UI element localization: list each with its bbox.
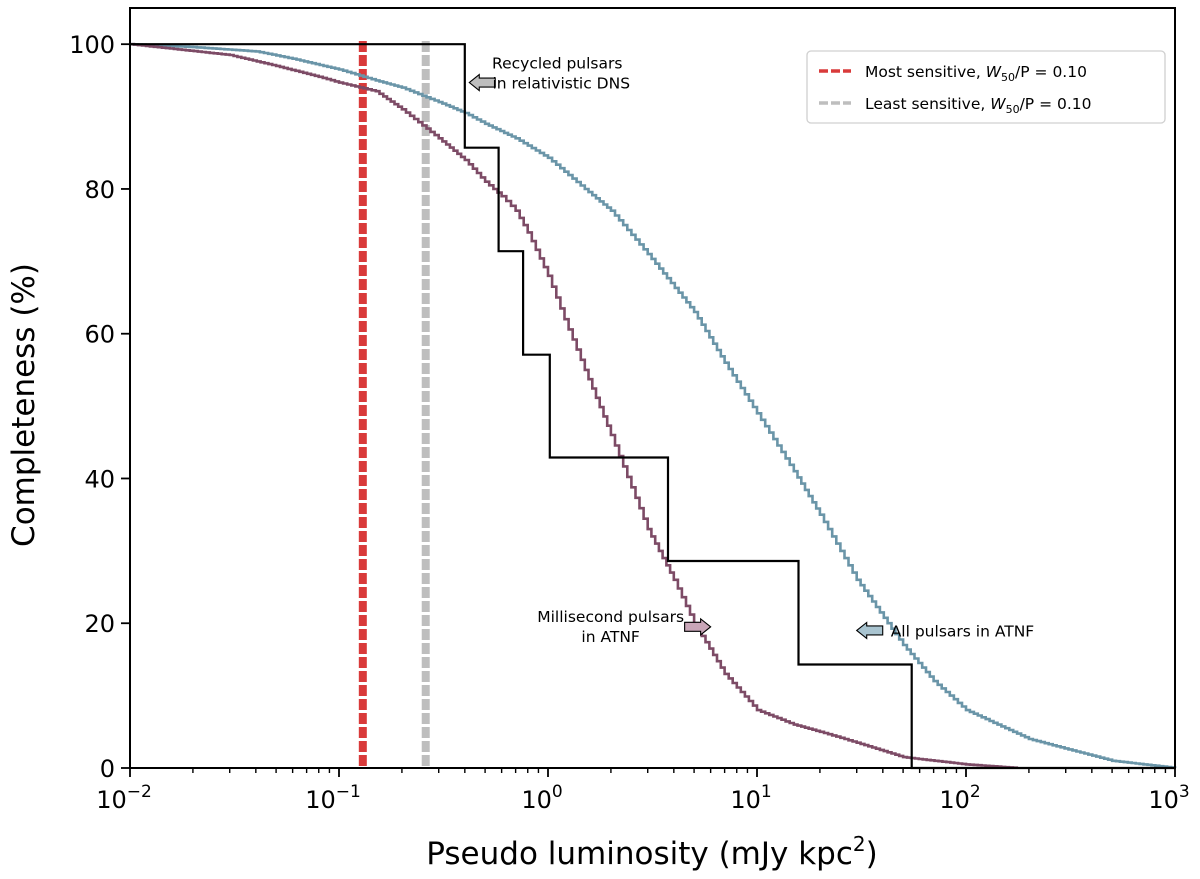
x-tick-label: 103 (1148, 782, 1189, 814)
x-tick-label: 102 (939, 782, 980, 814)
y-tick-label: 20 (84, 610, 115, 638)
annotation-text: Recycled pulsars (492, 55, 622, 73)
y-axis: 0 20 40 60 80 100 (69, 31, 130, 783)
annotation-arrow-millisecond-pulsars (684, 617, 712, 637)
y-tick-label: 40 (84, 465, 115, 493)
legend: Most sensitive, W50/P = 0.10 Least sensit… (806, 50, 1166, 124)
plot-frame (129, 7, 1176, 769)
annotations: Recycled pulsars in relativistic DNS Milli… (468, 55, 1035, 646)
series-all-pulsars-in-atnf (130, 42, 1177, 769)
annotation-text: in relativistic DNS (492, 75, 630, 93)
series-lines (130, 42, 1177, 770)
annotation-arrow-recycled-pulsars (468, 73, 496, 92)
y-tick-label: 60 (84, 321, 115, 349)
x-tick-label: 10−2 (96, 782, 152, 814)
y-axis-title: Completeness (%) (6, 263, 42, 547)
sensitivity-lines (358, 41, 430, 768)
series-millisecond-pulsars-in-atnf (130, 42, 1019, 769)
x-axis: 10−2 10−1 100 101 102 103 (96, 768, 1190, 814)
axes-frame (129, 7, 1176, 769)
x-tick-label: 10−1 (305, 782, 361, 814)
plot-background (130, 8, 1175, 768)
legend-box (806, 50, 1166, 124)
y-tick-label: 100 (69, 31, 115, 59)
series-recycled-pulsars-in-relativistic-dns (130, 43, 1175, 770)
y-tick-label: 0 (100, 755, 115, 783)
annotation-text: Millisecond pulsars (537, 608, 684, 626)
legend-label: Least sensitive, W50/P = 0.10 (865, 95, 1092, 116)
y-tick-label: 80 (84, 176, 115, 204)
plot-area (130, 8, 1175, 768)
x-tick-label: 101 (730, 782, 771, 814)
x-tick-label: 100 (521, 782, 562, 814)
x-axis-title: Pseudo luminosity (mJy kpc2) (426, 832, 877, 872)
annotation-arrow-all-pulsars-in-atnf (855, 621, 884, 640)
annotation-text: All pulsars in ATNF (891, 622, 1035, 640)
annotation-text: in ATNF (581, 628, 640, 646)
legend-label: Most sensitive, W50/P = 0.10 (865, 63, 1087, 84)
